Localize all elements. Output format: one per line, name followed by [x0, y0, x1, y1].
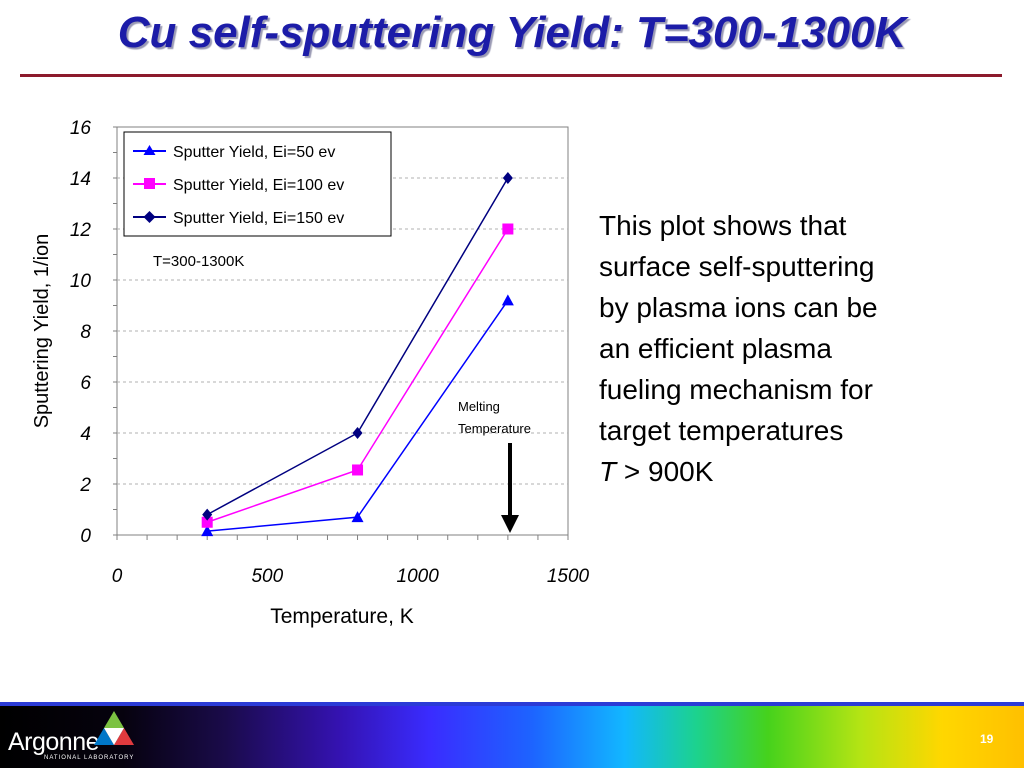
- footer-top-stripe: [0, 702, 1024, 706]
- data-point-square: [502, 223, 514, 235]
- y-tick-label: 12: [70, 220, 92, 241]
- melting-arrow-head: [501, 515, 519, 533]
- data-point-triangle: [501, 294, 514, 306]
- x-tick-label: 0: [112, 566, 123, 587]
- page-number: 19: [980, 732, 994, 746]
- melting-temperature-annotation: Melting Temperature: [458, 399, 531, 533]
- x-axis-label: Temperature, K: [270, 605, 414, 628]
- data-point-diamond: [502, 172, 513, 184]
- caption-line: This plot shows that: [599, 210, 847, 241]
- footer-bar: Argonne NATIONAL LABORATORY 19: [0, 702, 1024, 768]
- data-point-diamond: [202, 508, 213, 521]
- caption-line: target temperatures: [599, 415, 844, 446]
- slide-caption: This plot shows that surface self-sputte…: [599, 205, 959, 492]
- data-point-diamond: [352, 427, 363, 439]
- caption-line: by plasma ions can be: [599, 292, 878, 323]
- melting-label-line1: Melting: [458, 399, 500, 414]
- logo-wordmark: Argonne: [8, 728, 100, 756]
- temperature-range-annotation: T=300-1300K: [153, 253, 244, 270]
- legend-box: [123, 131, 392, 237]
- argonne-triangle-icon: [94, 711, 134, 745]
- caption-variable-t: T: [599, 456, 617, 487]
- x-tick-label: 500: [251, 566, 283, 587]
- y-tick-label: 2: [79, 475, 91, 496]
- caption-line-last: T > 900K: [599, 451, 959, 492]
- caption-line: an efficient plasma: [599, 333, 832, 364]
- caption-line: fueling mechanism for: [599, 374, 873, 405]
- legend-item-ei100: Sputter Yield, Ei=100 ev: [133, 177, 344, 194]
- slide-title: Cu self-sputtering Yield: T=300-1300K: [117, 8, 907, 57]
- y-tick-label: 0: [80, 526, 91, 547]
- title-divider: [20, 74, 1002, 77]
- sputtering-yield-chart: 0 2 4 6 8 10 12 14 16 0 500 1000 1500 Temperature, K…: [31, 118, 590, 628]
- data-point-square: [352, 464, 364, 476]
- axes: 0 2 4 6 8 10 12 14 16 0 500 1000 1500: [70, 118, 590, 587]
- legend-label-ei50: Sputter Yield, Ei=50 ev: [173, 144, 335, 161]
- y-tick-label: 16: [70, 118, 92, 139]
- legend-item-ei50: Sputter Yield, Ei=50 ev: [133, 144, 335, 161]
- y-tick-label: 10: [70, 271, 92, 292]
- caption-line: surface self-sputtering: [599, 251, 875, 282]
- y-tick-label: 4: [80, 424, 91, 445]
- legend: Sputter Yield, Ei=50 ev Sputter Yield, E…: [123, 131, 392, 237]
- melting-label-line2: Temperature: [458, 421, 531, 436]
- legend-item-ei150: Sputter Yield, Ei=150 ev: [133, 210, 344, 227]
- legend-label-ei150: Sputter Yield, Ei=150 ev: [173, 210, 344, 227]
- x-tick-label: 1000: [397, 566, 440, 587]
- series-layer: [201, 172, 514, 537]
- y-tick-label: 14: [70, 169, 91, 190]
- data-point-square: [201, 516, 213, 528]
- x-tick-label: 1500: [547, 566, 590, 587]
- data-point-triangle: [201, 525, 214, 537]
- y-tick-label: 8: [80, 322, 91, 343]
- logo-subtext: NATIONAL LABORATORY: [44, 755, 135, 761]
- y-tick-label: 6: [80, 373, 91, 394]
- caption-threshold: > 900K: [616, 456, 714, 487]
- data-point-triangle: [351, 511, 364, 523]
- legend-label-ei100: Sputter Yield, Ei=100 ev: [173, 177, 344, 194]
- y-axis-label: Sputtering Yield, 1/ion: [31, 234, 53, 429]
